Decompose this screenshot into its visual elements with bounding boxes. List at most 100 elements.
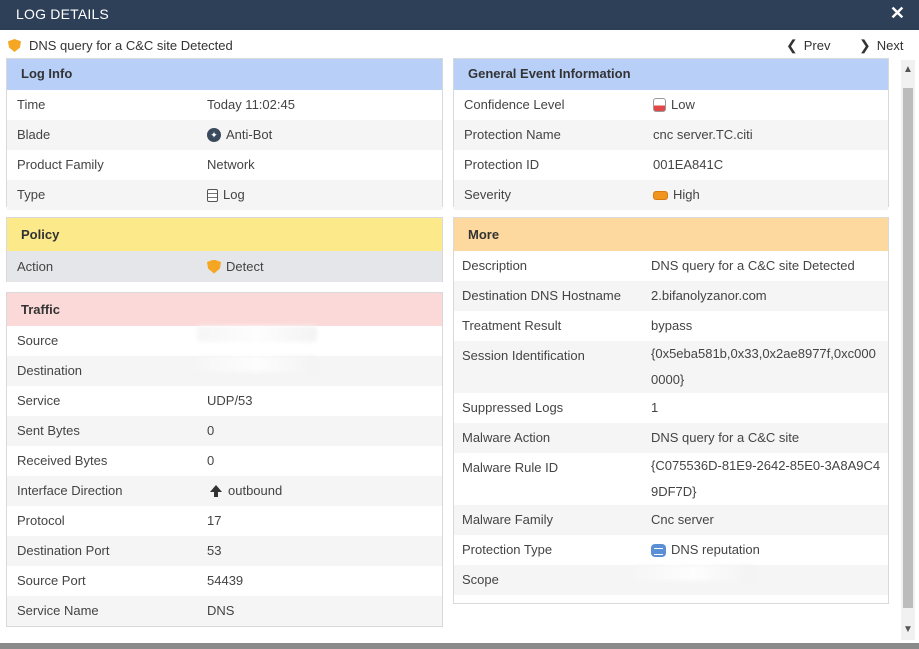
row-label: Action — [17, 259, 54, 274]
shield-icon — [8, 39, 21, 52]
traffic-row-interface-direction: Interface Direction outbound — [7, 476, 442, 506]
chevron-left-icon: ❮ — [786, 37, 798, 53]
row-label: Blade — [17, 127, 51, 142]
scroll-down-icon[interactable]: ▼ — [903, 624, 913, 635]
general-event-header: General Event Information — [454, 59, 888, 90]
close-icon[interactable]: ✕ — [889, 3, 905, 23]
traffic-row-service-name: Service Name DNS — [7, 596, 442, 626]
more-row-session-identification: Session Identification {0x5eba581b,0x33,… — [454, 341, 888, 393]
row-value: bypass — [651, 318, 693, 333]
policy-panel: Policy Action Detect — [6, 217, 443, 282]
traffic-header: Traffic — [7, 293, 442, 326]
row-label: Time — [17, 97, 46, 112]
row-value: Cnc server — [651, 512, 714, 527]
traffic-row-sent-bytes: Sent Bytes 0 — [7, 416, 442, 446]
row-value: outbound — [228, 483, 283, 498]
chevron-right-icon: ❯ — [859, 37, 871, 53]
traffic-row-destination: Destination — [7, 356, 442, 386]
next-label: Next — [876, 38, 904, 53]
row-label: Interface Direction — [17, 483, 123, 498]
vertical-scrollbar[interactable]: ▲ ▼ — [901, 60, 915, 640]
row-value: 53 — [207, 543, 222, 558]
row-label: Destination — [17, 363, 83, 378]
row-label: Treatment Result — [462, 318, 562, 333]
confidence-low-icon — [653, 98, 666, 112]
log-info-row-type: Type Log — [7, 180, 442, 210]
next-button[interactable]: ❯ Next — [853, 37, 903, 54]
general-row-confidence-level: Confidence Level Low — [454, 90, 888, 120]
redacted-value — [197, 326, 317, 342]
row-value: cnc server.TC.citi — [653, 127, 753, 142]
row-value: Log — [223, 187, 245, 202]
window-title: LOG DETAILS — [16, 6, 109, 22]
row-value: 1 — [651, 400, 659, 415]
more-row-malware-rule-id: Malware Rule ID {C075536D-81E9-2642-85E0… — [454, 453, 888, 505]
scroll-up-icon[interactable]: ▲ — [903, 64, 913, 75]
row-value: DNS query for a C&C site — [651, 430, 800, 445]
row-value: High — [673, 187, 700, 202]
row-value: 001EA841C — [653, 157, 724, 172]
antibot-badge-icon: ✦ — [207, 128, 221, 142]
row-value: DNS — [207, 603, 235, 618]
row-label: Malware Family — [462, 512, 554, 527]
row-label: Product Family — [17, 157, 104, 172]
row-label: Malware Rule ID — [462, 460, 559, 475]
policy-row-action: Action Detect — [7, 251, 442, 282]
row-label: Received Bytes — [17, 453, 108, 468]
log-info-header: Log Info — [7, 59, 442, 90]
traffic-row-source: Source — [7, 326, 442, 356]
severity-high-icon — [653, 190, 668, 200]
log-info-panel: Log Info Time Today 11:02:45 Blade ✦ Ant… — [6, 58, 443, 210]
row-label: Protection ID — [464, 157, 540, 172]
more-row-treatment-result: Treatment Result bypass — [454, 311, 888, 341]
general-row-protection-name: Protection Name cnc server.TC.citi — [454, 120, 888, 150]
window-titlebar: LOG DETAILS ✕ — [0, 0, 919, 30]
row-label: Protection Name — [464, 127, 561, 142]
row-value: Low — [671, 97, 695, 112]
redacted-value — [197, 356, 317, 372]
row-value: 2.bifanolyzanor.com — [651, 288, 767, 303]
row-label: Protocol — [17, 513, 65, 528]
row-label: Scope — [462, 572, 499, 587]
traffic-row-received-bytes: Received Bytes 0 — [7, 446, 442, 476]
traffic-row-service: Service UDP/53 — [7, 386, 442, 416]
traffic-row-protocol: Protocol 17 — [7, 506, 442, 536]
row-value: DNS reputation — [671, 542, 760, 557]
shield-icon — [207, 259, 221, 274]
row-value: {C075536D-81E9-2642-85E0-3A8A9C49DF7D} — [651, 458, 881, 499]
row-value: {0x5eba581b,0x33,0x2ae8977f,0xc0000000} — [651, 346, 876, 387]
row-value: Anti-Bot — [226, 127, 273, 142]
row-label: Destination DNS Hostname — [462, 288, 621, 303]
row-value: 0 — [207, 423, 215, 438]
window-bottom-edge — [0, 643, 919, 649]
general-row-severity: Severity High — [454, 180, 888, 210]
row-label: Session Identification — [462, 348, 585, 363]
more-row-protection-type: Protection Type DNS reputation — [454, 535, 888, 565]
chat-bubble-icon — [651, 543, 666, 557]
row-label: Confidence Level — [464, 97, 565, 112]
row-value: 54439 — [207, 573, 244, 588]
more-header: More — [454, 218, 888, 251]
row-label: Source — [17, 333, 59, 348]
row-value: UDP/53 — [207, 393, 253, 408]
general-row-protection-id: Protection ID 001EA841C — [454, 150, 888, 180]
arrow-up-icon — [210, 484, 222, 497]
prev-button[interactable]: ❮ Prev — [780, 37, 830, 54]
more-row-malware-action: Malware Action DNS query for a C&C site — [454, 423, 888, 453]
row-label: Service — [17, 393, 61, 408]
row-value: Today 11:02:45 — [207, 97, 295, 112]
row-label: Description — [462, 258, 528, 273]
row-value: DNS query for a C&C site Detected — [651, 258, 855, 273]
row-value: Detect — [226, 259, 264, 274]
row-label: Protection Type — [462, 542, 553, 557]
document-icon — [207, 188, 218, 202]
more-row-malware-family: Malware Family Cnc server — [454, 505, 888, 535]
more-row-suppressed-logs: Suppressed Logs 1 — [454, 393, 888, 423]
event-headline: DNS query for a C&C site Detected ❮ Prev… — [0, 30, 919, 60]
traffic-panel: Traffic Source Destination Service UDP/5… — [6, 292, 443, 627]
scrollbar-thumb[interactable] — [903, 88, 913, 608]
row-value: 17 — [207, 513, 222, 528]
more-row-scope: Scope — [454, 565, 888, 595]
more-panel: More Description DNS query for a C&C sit… — [453, 217, 889, 604]
more-row-destination-dns-hostname: Destination DNS Hostname 2.bifanolyzanor… — [454, 281, 888, 311]
